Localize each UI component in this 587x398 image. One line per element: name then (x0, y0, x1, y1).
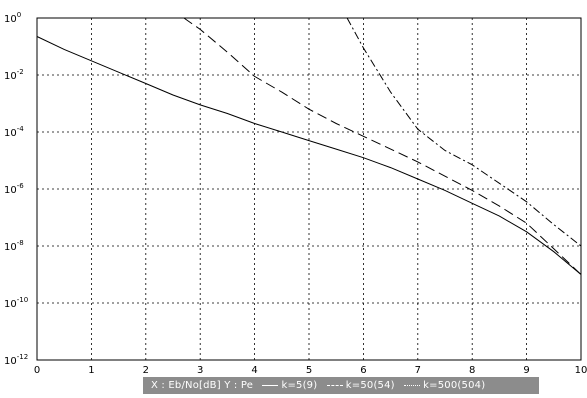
series-line-2 (183, 17, 582, 275)
y-tick-label: 10-6 (4, 182, 24, 196)
x-tick-label: 1 (88, 365, 94, 376)
legend: X : Eb/No[dB] Y : Pe k=5(9) k=50(54) k=5… (143, 377, 539, 394)
grid (37, 18, 581, 360)
x-tick-label: 6 (360, 365, 366, 376)
plot-frame (36, 17, 582, 361)
series-lines (36, 17, 582, 275)
y-tick-label: 100 (4, 11, 21, 25)
x-tick-label: 0 (34, 365, 40, 376)
y-tick-label: 10-10 (4, 296, 28, 310)
series-line-1 (36, 36, 582, 275)
x-tick-labels: 0 1 2 3 4 5 6 7 8 9 10 (34, 365, 587, 376)
x-tick-label: 10 (575, 365, 587, 376)
x-tick-label: 8 (469, 365, 475, 376)
x-tick-label: 2 (143, 365, 149, 376)
y-tick-label: 10-12 (4, 353, 28, 367)
legend-axes-label: X : Eb/No[dB] Y : Pe (151, 380, 254, 391)
legend-label-s1: k=5(9) (281, 380, 318, 391)
legend-swatch-solid (262, 384, 279, 386)
x-tick-label: 7 (415, 365, 421, 376)
y-tick-label: 10-8 (4, 239, 24, 253)
series-line-3 (346, 17, 582, 247)
x-tick-label: 5 (306, 365, 312, 376)
legend-swatch-dashed (326, 384, 343, 386)
legend-swatch-dashdot (404, 384, 421, 386)
x-tick-label: 3 (197, 365, 203, 376)
y-tick-labels: 100 10-2 10-4 10-6 10-8 10-10 10-12 (4, 11, 28, 367)
y-tick-label: 10-2 (4, 68, 24, 82)
legend-item-s1: k=5(9) (262, 380, 317, 391)
legend-label-s3: k=500(504) (423, 380, 486, 391)
x-tick-label: 9 (523, 365, 529, 376)
legend-label-s2: k=50(54) (345, 380, 395, 391)
y-tick-label: 10-4 (4, 125, 24, 139)
legend-item-s3: k=500(504) (404, 380, 485, 391)
legend-item-s2: k=50(54) (326, 380, 395, 391)
x-tick-label: 4 (251, 365, 257, 376)
